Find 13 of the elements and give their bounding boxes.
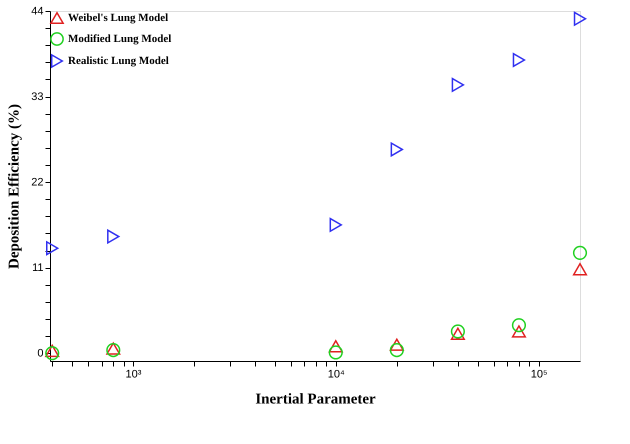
y-tick-label: 0 — [37, 348, 44, 360]
x-tick-label: 10⁵ — [530, 368, 548, 380]
y-tick-label: 44 — [31, 6, 44, 18]
legend-label: Modified Lung Model — [68, 33, 172, 45]
y-tick-label: 22 — [31, 176, 44, 189]
y-axis-title: Deposition Efficiency (%) — [6, 104, 22, 269]
legend-label: Weibel's Lung Model — [68, 12, 168, 24]
x-tick-label: 10⁴ — [328, 368, 346, 380]
y-tick-label: 11 — [32, 262, 44, 274]
y-tick-label: 33 — [31, 91, 44, 104]
x-axis-title: Inertial Parameter — [255, 392, 376, 408]
legend-label: Realistic Lung Model — [68, 55, 169, 67]
x-tick-label: 10³ — [125, 368, 142, 380]
